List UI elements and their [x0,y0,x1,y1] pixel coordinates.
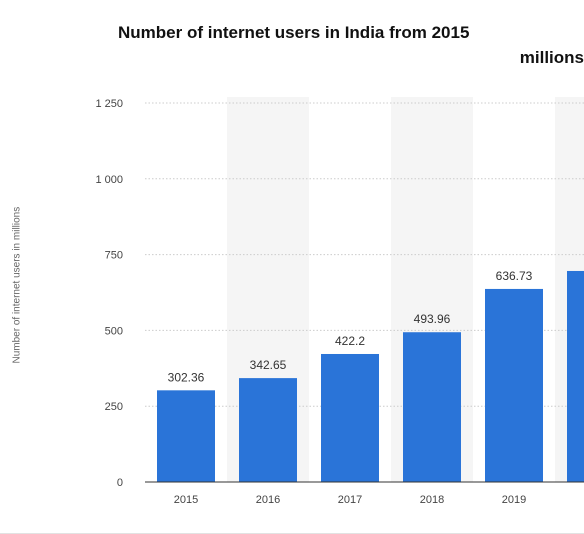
x-tick-label: 2019 [502,494,526,506]
bar-2019 [485,288,543,482]
value-label: 422.2 [335,334,365,348]
y-tick-label: 0 [117,477,123,489]
bar-2015 [157,390,215,482]
chart-title: Number of internet users in India from 2… [118,23,470,42]
x-tick-label: 2017 [338,494,362,506]
bar-2016 [239,378,297,482]
y-tick-label: 1 000 [95,174,123,186]
x-tick-label: 2016 [256,494,280,506]
y-tick-label: 500 [105,325,123,337]
value-label: 342.65 [250,358,287,372]
value-label: 493.96 [414,312,451,326]
value-label: 302.36 [168,370,205,384]
y-tick-label: 250 [105,401,123,413]
x-tick-label: 2015 [174,494,198,506]
x-tick-label: 2018 [420,494,444,506]
y-tick-label: 750 [105,250,123,262]
y-tick-label: 1 250 [95,98,123,110]
value-label: 636.73 [496,269,533,283]
chart-title-line-2: millions [519,48,584,67]
bar-2017 [321,353,379,482]
bar-2018 [403,332,461,482]
bar-2020 [567,270,584,482]
